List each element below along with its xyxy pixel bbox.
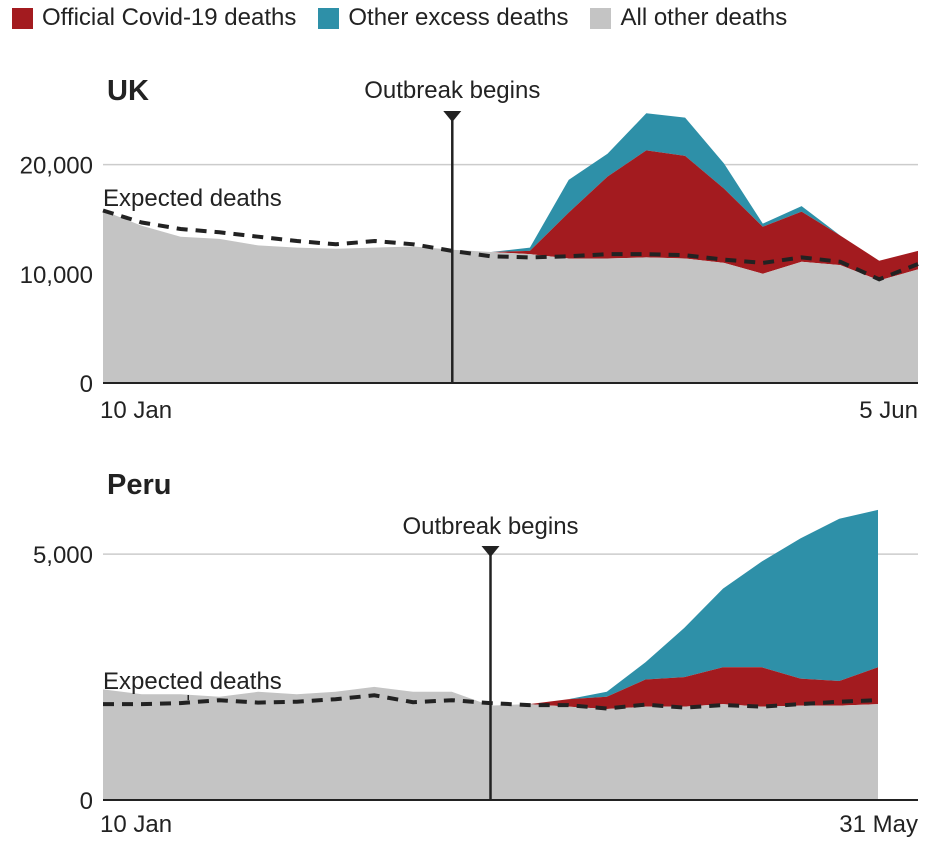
outbreak-label: Outbreak begins: [364, 77, 540, 104]
legend-swatch-other: [590, 7, 612, 29]
chart-peru: 0 5,000 Expected deaths Outbreak begins Peru…: [33, 469, 918, 838]
y-tick-label: 10,000: [20, 262, 93, 289]
legend-label-excess: Other excess deaths: [348, 4, 569, 31]
area-other-excess-deaths: [103, 509, 878, 706]
y-tick-label: 0: [80, 788, 93, 815]
x-start-label: 10 Jan: [100, 397, 172, 424]
expected-deaths-label: Expected deaths: [103, 668, 282, 695]
legend-label-covid: Official Covid-19 deaths: [42, 4, 297, 31]
chart-uk: 0 10,000 20,000 Expected deaths Outbreak beg…: [20, 75, 919, 424]
legend: Official Covid-19 deaths Other excess de…: [12, 3, 809, 33]
legend-label-other: All other deaths: [620, 4, 788, 31]
legend-swatch-excess: [318, 7, 340, 29]
outbreak-marker-icon: [481, 546, 500, 557]
x-start-label: 10 Jan: [100, 811, 172, 838]
legend-item-excess: Other excess deaths: [318, 3, 568, 33]
legend-item-covid: Official Covid-19 deaths: [12, 3, 296, 33]
chart-title: UK: [107, 75, 149, 107]
outbreak-marker-icon: [443, 111, 462, 122]
expected-deaths-label: Expected deaths: [103, 185, 282, 212]
legend-swatch-covid: [12, 7, 33, 29]
chart-title: Peru: [107, 469, 171, 501]
y-tick-label: 0: [80, 371, 93, 398]
outbreak-label: Outbreak begins: [402, 513, 578, 540]
y-tick-label: 20,000: [20, 153, 93, 180]
legend-item-other: All other deaths: [590, 3, 787, 33]
x-end-label: 31 May: [839, 811, 918, 838]
y-tick-label: 5,000: [33, 542, 93, 569]
expected-deaths-line: [102, 208, 919, 282]
area-official-covid-deaths: [103, 667, 878, 709]
area-all-other-deaths: [103, 210, 918, 383]
area-official-covid-deaths: [103, 150, 918, 281]
x-end-label: 5 Jun: [859, 397, 918, 424]
